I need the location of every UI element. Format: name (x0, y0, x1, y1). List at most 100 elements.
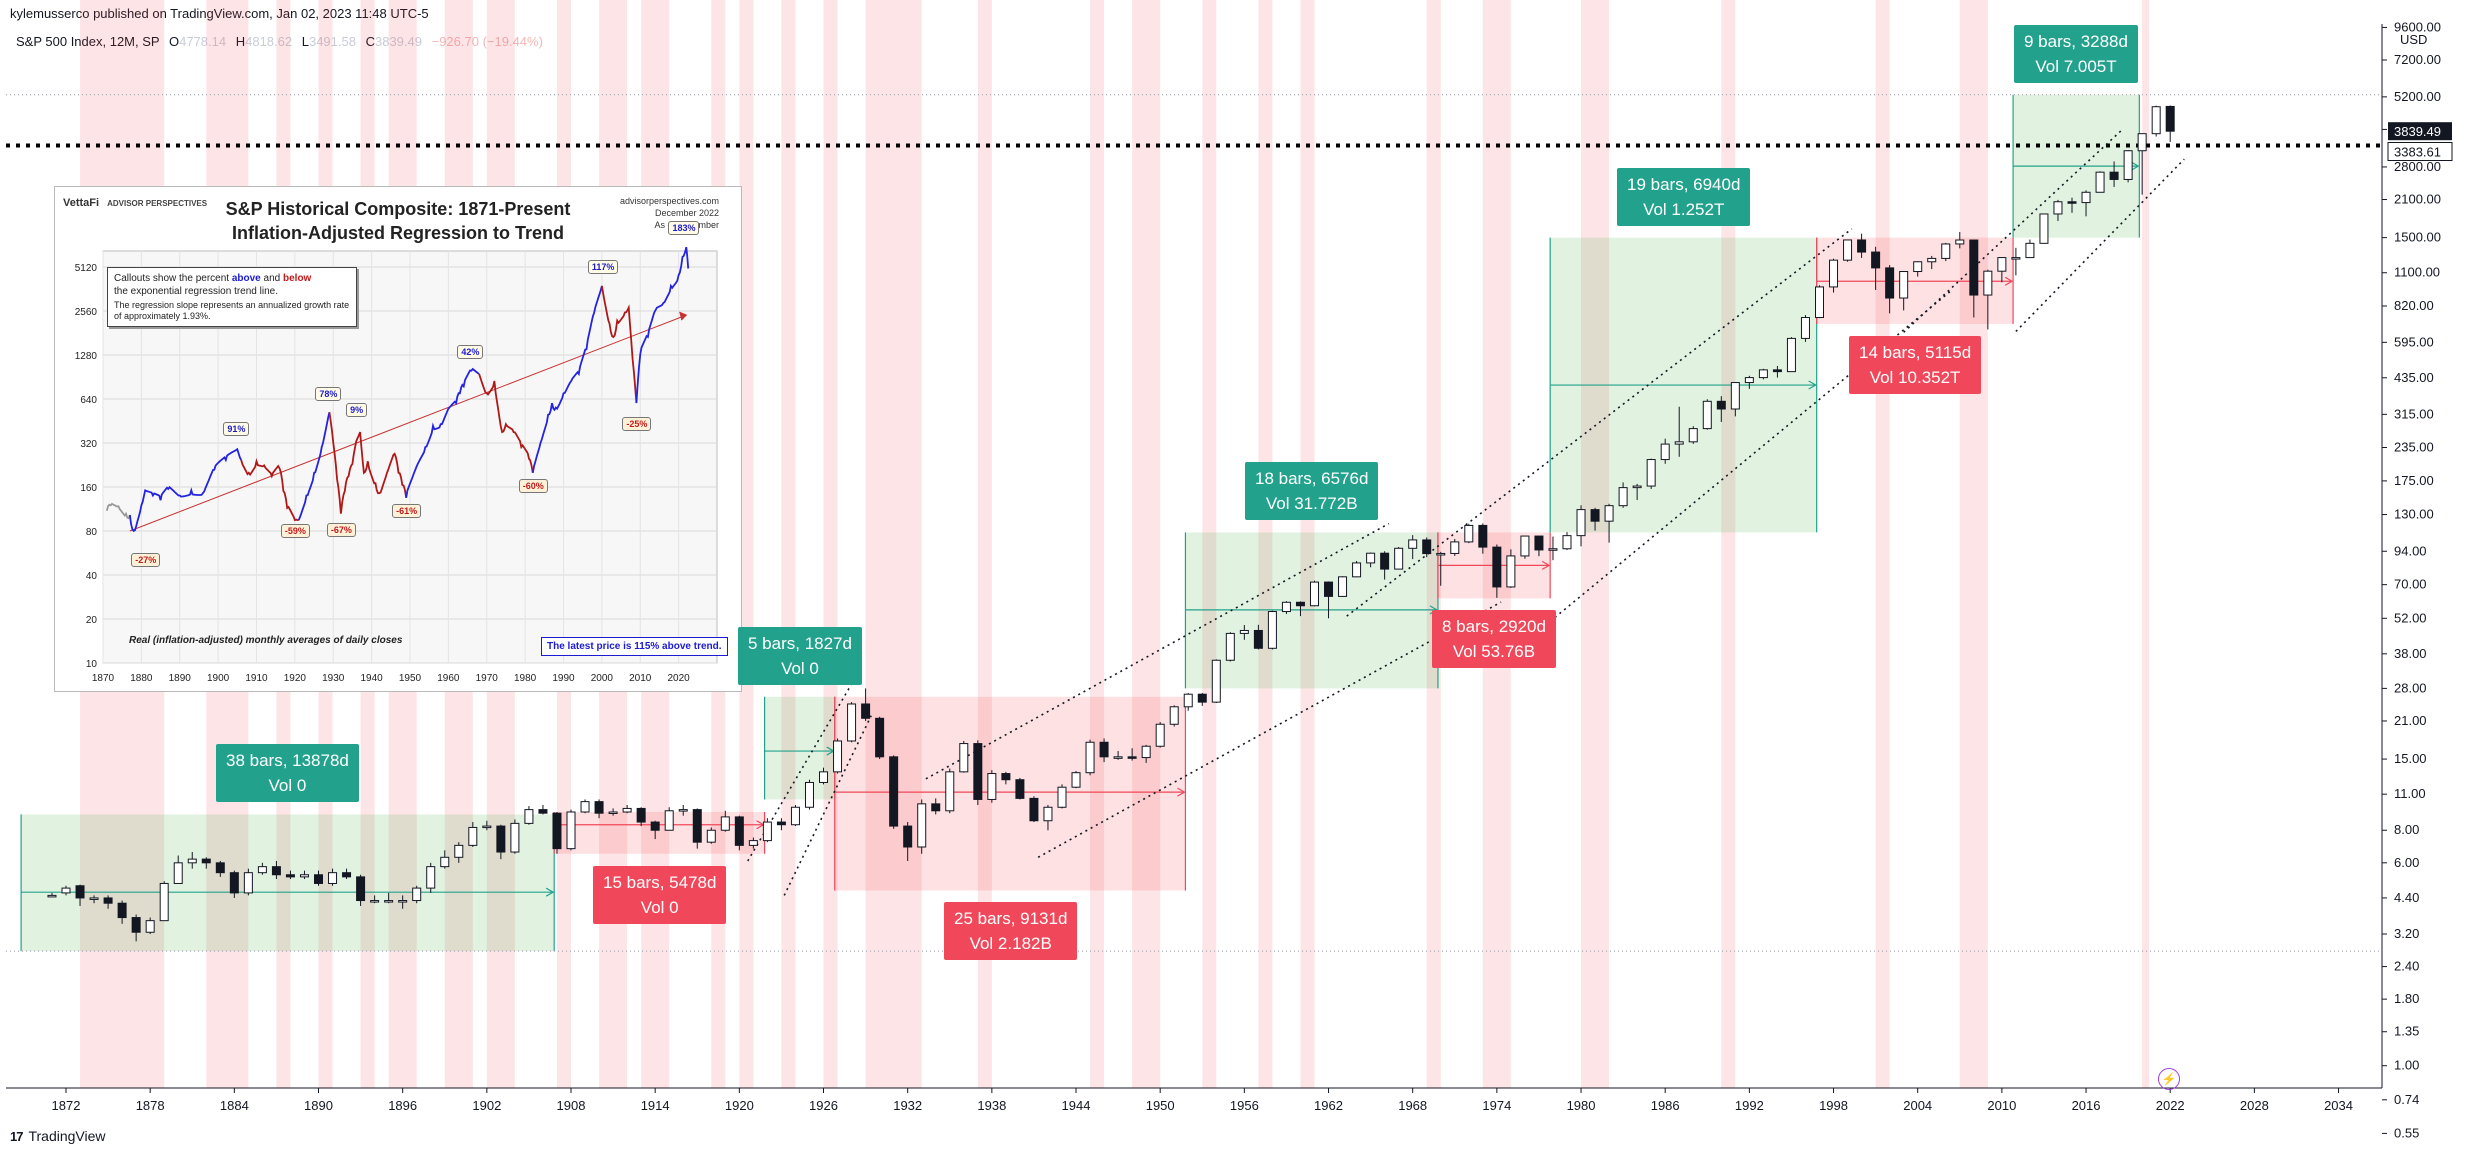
candle[interactable] (89, 897, 99, 900)
candle[interactable] (1604, 505, 1614, 522)
candle[interactable] (173, 862, 183, 884)
candle[interactable] (1450, 541, 1460, 554)
candle[interactable] (1632, 485, 1642, 489)
candle[interactable] (61, 887, 71, 894)
candle[interactable] (103, 897, 113, 904)
candle[interactable] (1380, 552, 1390, 570)
candle[interactable] (1141, 745, 1151, 759)
candle[interactable] (1660, 443, 1670, 461)
candle[interactable] (1436, 552, 1446, 556)
candle[interactable] (692, 809, 702, 843)
candle[interactable] (426, 866, 436, 889)
candle[interactable] (328, 872, 338, 884)
candle[interactable] (271, 866, 281, 876)
candle[interactable] (790, 806, 800, 826)
candle[interactable] (1899, 271, 1909, 299)
candle[interactable] (2039, 213, 2049, 244)
candle[interactable] (1366, 552, 1376, 564)
candle[interactable] (762, 821, 772, 842)
candle[interactable] (1071, 772, 1081, 788)
candle[interactable] (804, 781, 814, 808)
candle[interactable] (342, 872, 352, 878)
candle[interactable] (1590, 509, 1600, 522)
candle[interactable] (1716, 400, 1726, 410)
candle[interactable] (1815, 286, 1824, 319)
candle[interactable] (580, 801, 590, 813)
candle[interactable] (314, 874, 324, 884)
candle[interactable] (1394, 547, 1404, 570)
candle[interactable] (1155, 723, 1165, 747)
candle[interactable] (454, 844, 464, 858)
candle[interactable] (861, 703, 871, 719)
candle[interactable] (257, 866, 267, 874)
candle[interactable] (945, 771, 955, 812)
candle[interactable] (2095, 171, 2105, 193)
candle[interactable] (47, 894, 57, 898)
candle[interactable] (1281, 601, 1291, 613)
candle[interactable] (1997, 257, 2007, 272)
candle[interactable] (356, 876, 366, 902)
candle[interactable] (243, 872, 253, 894)
candle[interactable] (1857, 239, 1867, 253)
candle[interactable] (2011, 257, 2021, 260)
candle[interactable] (664, 810, 674, 831)
candle[interactable] (636, 807, 646, 823)
candle[interactable] (384, 900, 394, 903)
candle[interactable] (1324, 581, 1334, 597)
candle[interactable] (117, 902, 127, 919)
candle[interactable] (973, 743, 983, 800)
candle[interactable] (847, 703, 857, 742)
candle[interactable] (1057, 786, 1067, 808)
candle[interactable] (917, 803, 927, 848)
candle[interactable] (1548, 548, 1558, 551)
candle[interactable] (2165, 105, 2175, 132)
candle[interactable] (776, 821, 786, 826)
candle[interactable] (2025, 242, 2035, 259)
candle[interactable] (468, 826, 478, 846)
candle[interactable] (987, 773, 997, 800)
candle[interactable] (622, 807, 632, 813)
candle[interactable] (1352, 562, 1362, 578)
candle[interactable] (1674, 441, 1684, 445)
candle[interactable] (1688, 428, 1698, 443)
candle[interactable] (2081, 191, 2091, 204)
candle[interactable] (1955, 239, 1965, 245)
candle[interactable] (1169, 706, 1179, 725)
candle[interactable] (1099, 741, 1109, 758)
candle[interactable] (131, 917, 141, 933)
candle[interactable] (1422, 539, 1432, 555)
candle[interactable] (215, 862, 225, 874)
candle[interactable] (903, 825, 913, 848)
candle[interactable] (1029, 797, 1039, 822)
candle[interactable] (1183, 693, 1193, 708)
candle[interactable] (1885, 267, 1895, 299)
tradingview-logo[interactable]: 17 TradingView (10, 1128, 106, 1144)
candle[interactable] (594, 801, 604, 814)
candle[interactable] (748, 840, 758, 846)
candle[interactable] (1758, 369, 1768, 379)
candle[interactable] (2053, 201, 2063, 215)
candle[interactable] (1534, 535, 1544, 551)
candle[interactable] (1295, 601, 1305, 607)
candle[interactable] (1969, 239, 1979, 296)
candle[interactable] (412, 887, 422, 902)
candle[interactable] (538, 809, 548, 814)
candle[interactable] (678, 809, 688, 812)
candle[interactable] (1646, 459, 1656, 487)
candle[interactable] (1520, 535, 1530, 557)
candle[interactable] (1506, 555, 1516, 588)
candle[interactable] (1127, 756, 1137, 759)
candle[interactable] (229, 872, 239, 894)
candle[interactable] (2109, 171, 2119, 180)
candle[interactable] (496, 825, 506, 853)
candle[interactable] (1871, 251, 1881, 269)
candle[interactable] (875, 717, 885, 758)
candle[interactable] (1941, 243, 1951, 259)
candle[interactable] (889, 756, 899, 827)
candle[interactable] (482, 825, 492, 829)
candle[interactable] (510, 822, 520, 853)
candle[interactable] (819, 771, 829, 783)
candle[interactable] (524, 809, 534, 824)
candle[interactable] (1730, 382, 1740, 410)
candle[interactable] (650, 821, 660, 831)
